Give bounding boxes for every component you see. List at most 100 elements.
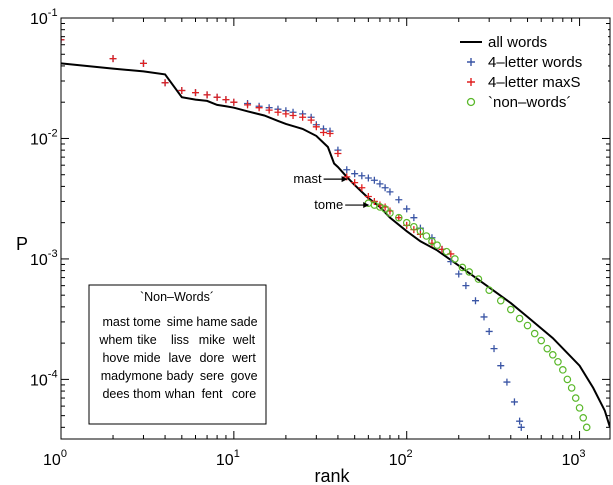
data-point [571, 394, 580, 402]
x-axis-label: rank [314, 466, 350, 485]
data-point [403, 205, 411, 213]
non-word: whem [98, 333, 132, 347]
data-point [465, 268, 474, 276]
data-point [422, 232, 431, 240]
legend-swatch [467, 78, 475, 86]
data-point [485, 286, 493, 295]
non-words-frame [88, 284, 267, 425]
data-point [442, 247, 451, 256]
legend-item-3: `non–words´ [466, 94, 571, 111]
non-words-box: `Non–Words´ mast tome sime hame sade whem tike… [88, 284, 267, 425]
data-point [497, 362, 505, 370]
data-point [61, 36, 65, 44]
x-tick-label: 100 [43, 448, 67, 469]
data-point [244, 101, 252, 109]
data-point [543, 344, 552, 353]
x-tick-label: 103 [562, 448, 586, 469]
data-point [319, 129, 327, 137]
non-word: sime [167, 315, 193, 329]
legend-swatch [466, 97, 476, 107]
legend: all words 4–letter words 4–letter maxS `non… [448, 26, 608, 111]
data-point [503, 378, 511, 386]
non-word: dore [199, 351, 224, 365]
legend-item-2: 4–letter maxS [467, 74, 581, 91]
non-word: mady [101, 369, 132, 383]
data-point [485, 327, 493, 335]
data-point [410, 214, 418, 222]
data-point [230, 98, 238, 106]
data-point [358, 172, 366, 180]
y-tick-label: 10-1 [30, 7, 58, 28]
data-point [109, 55, 117, 63]
y-axis-label: P [16, 234, 28, 254]
non-word: thom [133, 387, 161, 401]
data-point [471, 297, 479, 305]
non-word: sade [230, 315, 257, 329]
series-2 [61, 36, 455, 258]
data-point [282, 110, 290, 118]
annotation-label: tome [314, 197, 343, 212]
data-point [554, 357, 562, 366]
data-point [364, 192, 372, 200]
data-point [386, 209, 394, 217]
data-point [307, 116, 315, 124]
data-point [582, 423, 591, 432]
data-point [506, 305, 515, 314]
data-point [510, 398, 518, 406]
data-point [579, 413, 588, 422]
data-point [299, 113, 307, 121]
data-point [537, 336, 546, 345]
data-point [395, 214, 403, 222]
data-point [394, 213, 403, 222]
data-point [178, 87, 186, 95]
data-point [161, 79, 169, 87]
data-point [381, 184, 389, 192]
non-word: mide [133, 351, 160, 365]
data-point [376, 180, 384, 188]
data-point [358, 184, 366, 192]
y-tick-label: 10-3 [30, 248, 58, 269]
annotation-label: mast [293, 171, 322, 186]
arrow-head [341, 176, 348, 183]
non-word: dees [102, 387, 129, 401]
non-word: core [232, 387, 256, 401]
data-point [213, 93, 221, 101]
series-line [61, 62, 610, 428]
series-0 [61, 62, 610, 428]
non-word: lave [169, 351, 192, 365]
legend-item-1: 4–letter words [467, 54, 582, 71]
non-word: hove [102, 351, 129, 365]
data-point [274, 108, 282, 116]
data-point [192, 89, 200, 97]
non-word: mast [102, 315, 130, 329]
data-point [381, 205, 389, 213]
data-point [416, 227, 425, 235]
non-word: sere [200, 369, 224, 383]
data-point [351, 179, 359, 187]
data-point [203, 91, 211, 99]
data-point [343, 166, 351, 174]
data-point [410, 222, 418, 231]
non-word: whan [164, 387, 195, 401]
legend-label: 4–letter words [488, 54, 582, 71]
data-point [312, 123, 320, 131]
data-point [386, 188, 394, 196]
legend-label: `non–words´ [488, 94, 571, 111]
data-point [515, 314, 524, 323]
data-point [402, 218, 411, 227]
data-point [364, 174, 372, 182]
x-tick-label: 101 [216, 448, 240, 469]
data-point [517, 423, 525, 431]
data-point [516, 417, 524, 425]
data-point [567, 384, 576, 392]
data-point [548, 350, 557, 359]
non-word: mike [199, 333, 225, 347]
data-point [462, 282, 470, 290]
non-word: gove [230, 369, 257, 383]
plot-frame [60, 17, 611, 440]
data-point [139, 59, 147, 67]
non-word: fent [202, 387, 223, 401]
data-point [451, 255, 459, 263]
data-point [490, 345, 498, 353]
